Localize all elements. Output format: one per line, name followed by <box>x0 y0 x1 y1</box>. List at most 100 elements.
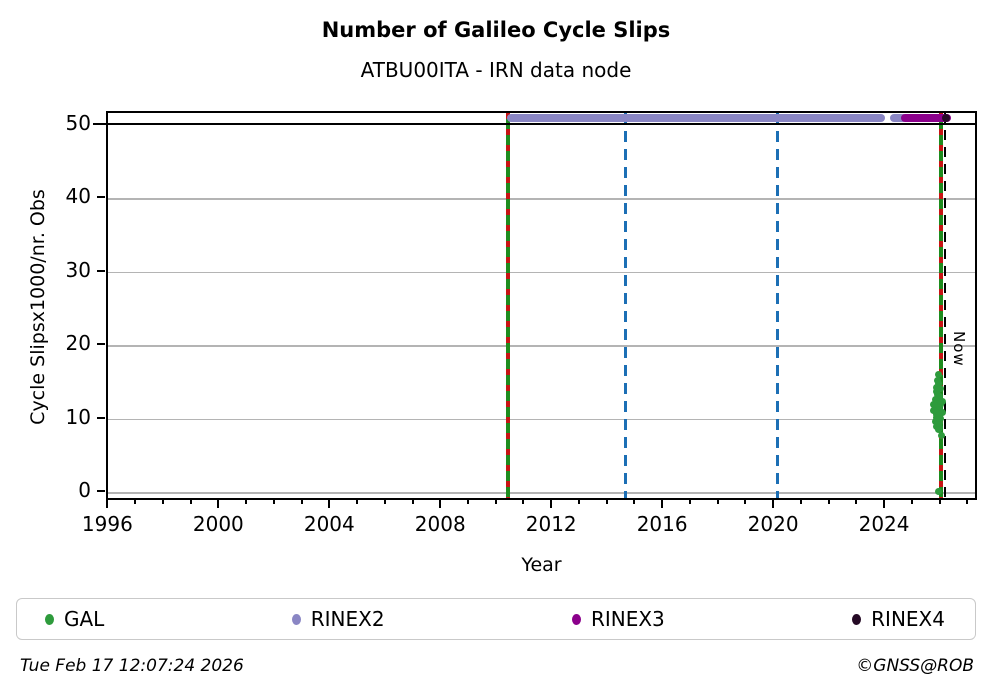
legend-item-gal: GAL <box>45 607 104 631</box>
x-tick-label-2020: 2020 <box>747 512 799 536</box>
vline-gal-data-start <box>505 113 510 498</box>
x-tick-minor-2022 <box>827 500 830 504</box>
rinex3-run1 <box>901 114 952 123</box>
gridline-y0 <box>108 492 975 494</box>
x-tick-minor-2015 <box>633 500 636 504</box>
legend-item-rinex4: RINEX4 <box>852 607 945 631</box>
gridline-y30 <box>108 271 975 274</box>
x-tick-minor-2007 <box>411 500 414 504</box>
y-tick-20 <box>97 343 105 346</box>
vline-event-2020 <box>776 113 780 498</box>
x-tick-minor-2023 <box>855 500 858 504</box>
y-tick-10 <box>97 416 105 419</box>
rinex2-run2 <box>890 114 907 123</box>
legend-label-gal: GAL <box>64 607 105 631</box>
x-tick-major-1996 <box>106 500 109 508</box>
y-axis-label: Cycle Slipsx1000/nr. Obs <box>27 189 49 425</box>
x-tick-label-2008: 2008 <box>414 512 466 536</box>
chart-title: Number of Galileo Cycle Slips <box>321 18 671 42</box>
y-tick-label-40: 40 <box>65 184 91 209</box>
gal-point <box>938 398 946 406</box>
gal-point <box>935 488 943 496</box>
legend-label-rinex3: RINEX3 <box>590 607 665 631</box>
chart-subtitle: ATBU00ITA - IRN data node <box>360 58 632 82</box>
x-tick-major-2020 <box>772 500 775 508</box>
x-tick-major-2008 <box>439 500 442 508</box>
y-tick-label-50: 50 <box>65 110 91 135</box>
y-tick-label-10: 10 <box>65 404 91 429</box>
x-tick-minor-2021 <box>799 500 802 504</box>
x-tick-minor-2025 <box>910 500 913 504</box>
x-tick-minor-2019 <box>744 500 747 504</box>
x-tick-minor-2010 <box>494 500 497 504</box>
y-tick-40 <box>97 196 105 199</box>
x-tick-label-1996: 1996 <box>81 512 133 536</box>
x-tick-minor-2006 <box>383 500 386 504</box>
legend-marker-gal <box>45 613 54 625</box>
credit-text: ©GNSS@ROB <box>856 656 974 676</box>
gridline-y10 <box>108 418 975 421</box>
y-tick-30 <box>97 269 105 272</box>
legend: GAL RINEX2 RINEX3 RINEX4 <box>16 598 976 640</box>
legend-marker-rinex4 <box>852 613 862 625</box>
y-tick-0 <box>97 490 105 493</box>
x-tick-minor-1997 <box>134 500 137 504</box>
x-tick-major-2024 <box>883 500 886 508</box>
y-tick-label-20: 20 <box>65 331 91 356</box>
gridline-y20 <box>108 345 975 347</box>
x-axis-label: Year <box>521 554 562 576</box>
now-label: Now <box>950 331 969 368</box>
legend-marker-rinex2 <box>291 613 301 625</box>
y-tick-label-0: 0 <box>78 478 91 503</box>
gal-point <box>933 383 941 391</box>
gal-point <box>932 422 940 430</box>
rinex4-run1 <box>941 114 950 123</box>
gal-point <box>934 426 942 434</box>
timestamp-text: Tue Feb 17 12:07:24 2026 <box>20 656 244 676</box>
x-tick-label-2016: 2016 <box>636 512 688 536</box>
x-tick-label-2024: 2024 <box>858 512 910 536</box>
legend-label-rinex2: RINEX2 <box>310 607 385 631</box>
x-tick-minor-1998 <box>161 500 164 504</box>
x-tick-minor-2017 <box>688 500 691 504</box>
x-tick-minor-2002 <box>272 500 275 504</box>
x-tick-minor-2026 <box>938 500 941 504</box>
x-tick-minor-2027 <box>966 500 969 504</box>
legend-label-rinex4: RINEX4 <box>871 607 945 631</box>
gal-point <box>938 431 946 439</box>
vline-recent-event <box>938 113 943 498</box>
legend-item-rinex2: RINEX2 <box>291 607 385 631</box>
x-tick-minor-2018 <box>716 500 719 504</box>
gal-point <box>936 385 944 393</box>
plot-area: Now <box>106 111 977 500</box>
x-tick-label-2012: 2012 <box>525 512 577 536</box>
x-tick-label-2000: 2000 <box>192 512 244 536</box>
x-tick-minor-2013 <box>577 500 580 504</box>
y-tick-label-30: 30 <box>65 257 91 282</box>
x-tick-minor-2014 <box>605 500 608 504</box>
vline-event-2014 <box>623 113 627 498</box>
gal-point <box>930 406 938 414</box>
x-tick-label-2004: 2004 <box>303 512 355 536</box>
gal-point <box>939 408 947 416</box>
gal-point <box>935 380 943 388</box>
rinex2-run1 <box>507 114 885 123</box>
threshold-line-50 <box>93 122 977 125</box>
x-tick-major-2000 <box>217 500 220 508</box>
x-tick-minor-2003 <box>300 500 303 504</box>
x-tick-minor-2001 <box>245 500 248 504</box>
gridline-y40 <box>108 198 975 200</box>
legend-marker-rinex3 <box>571 613 581 625</box>
gal-point <box>929 401 937 409</box>
x-tick-minor-2005 <box>356 500 359 504</box>
x-tick-minor-1999 <box>189 500 192 504</box>
x-tick-major-2012 <box>550 500 553 508</box>
x-tick-major-2004 <box>328 500 331 508</box>
gal-point <box>936 393 944 401</box>
x-tick-minor-2009 <box>466 500 469 504</box>
x-tick-minor-2011 <box>522 500 525 504</box>
x-tick-major-2016 <box>661 500 664 508</box>
vline-now <box>943 113 947 498</box>
gal-point <box>934 371 942 379</box>
legend-item-rinex3: RINEX3 <box>571 607 665 631</box>
